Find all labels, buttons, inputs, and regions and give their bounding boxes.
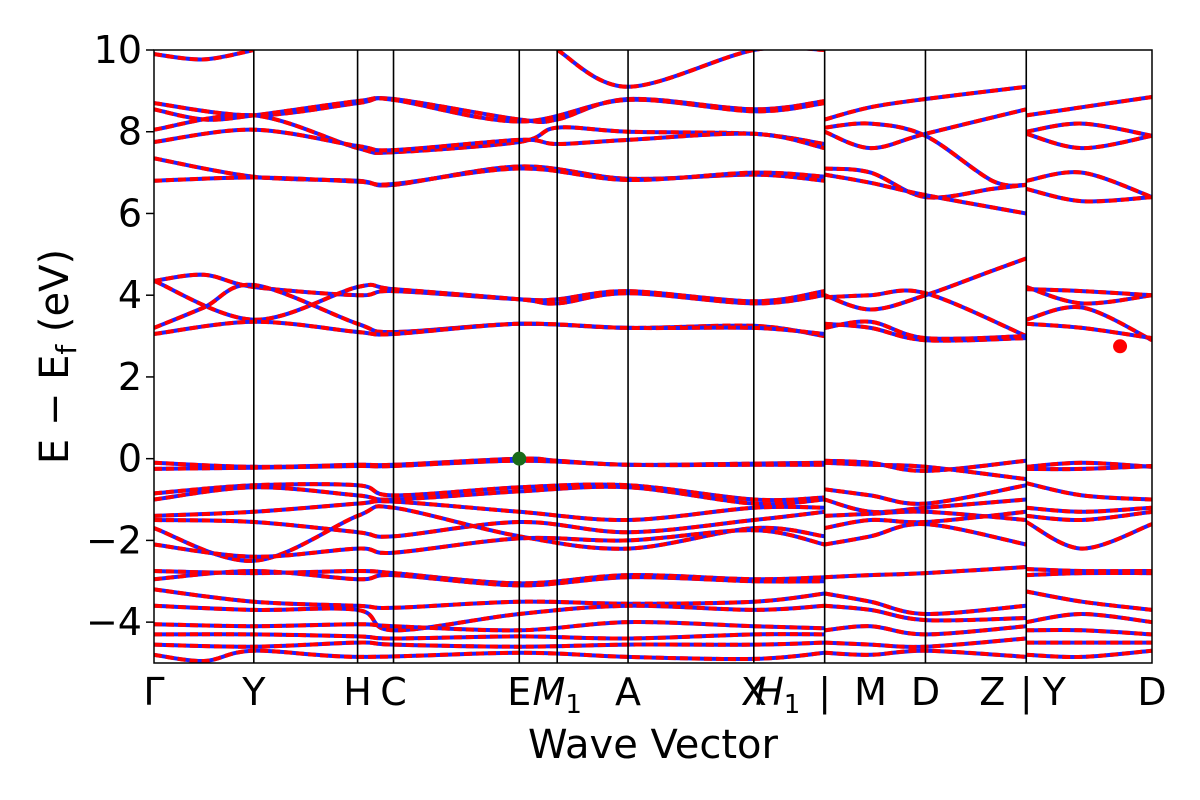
- band-16: [1026, 287, 1152, 298]
- y-axis-label: E − Ef (eV): [32, 249, 83, 464]
- cbm-marker: [1113, 339, 1128, 354]
- vbm-marker: [512, 451, 527, 466]
- y-tick-label-1: −2: [86, 518, 142, 562]
- y-axis-label-main: E − E: [32, 355, 78, 465]
- band-6: [154, 166, 825, 187]
- y-tick-label-5: 6: [118, 191, 142, 235]
- band-37: [154, 484, 825, 507]
- y-tick-label-2: 0: [118, 437, 142, 481]
- x-tick-label-7: X: [741, 670, 767, 714]
- band-54: [824, 522, 1027, 547]
- x-tick-label-9: |: [818, 670, 831, 715]
- band-38: [154, 499, 825, 523]
- band-63: [1026, 509, 1152, 523]
- band-36: [154, 482, 825, 503]
- band-35: [1026, 464, 1152, 472]
- band-29-base: [556, 50, 825, 89]
- y-axis-ticks: −4 −2 0 2 4 6 8 10: [86, 28, 154, 644]
- band-27: [1025, 170, 1152, 199]
- band-64: [1025, 520, 1152, 551]
- band-66: [1026, 570, 1152, 578]
- band-56-base: [824, 591, 1027, 617]
- band-68: [1025, 611, 1152, 625]
- band-53-base: [824, 509, 1027, 531]
- markers-layer: [512, 339, 1128, 466]
- band-50-base: [824, 483, 1027, 506]
- band-29: [556, 50, 825, 89]
- band-61: [1025, 481, 1152, 502]
- band-31-base: [154, 458, 825, 471]
- band-15: [1025, 285, 1152, 306]
- band-46-base: [154, 620, 825, 633]
- band-8: [154, 279, 825, 322]
- y-tick-label-3: 2: [118, 355, 142, 399]
- x-tick-label-6: A: [615, 670, 641, 714]
- band-44-base: [154, 587, 825, 610]
- band-33-base: [824, 460, 1027, 482]
- x-tick-label-3: C: [380, 670, 407, 714]
- band-3: [154, 112, 825, 155]
- band-19-base: [824, 84, 1027, 122]
- band-44: [154, 587, 825, 610]
- high-symmetry-lines: [253, 50, 1028, 663]
- band-26: [1025, 131, 1152, 151]
- band-59-base: [824, 636, 1027, 649]
- band-25: [1025, 121, 1152, 138]
- band-67: [1025, 589, 1152, 612]
- band-55-base: [824, 565, 1027, 580]
- x-tick-label-5: M1: [533, 670, 582, 720]
- x-tick-label-1: Y: [241, 670, 266, 714]
- x-tick-label-12: Z: [979, 670, 1005, 714]
- band-64-base: [1025, 520, 1152, 551]
- x-tick-label-11: D: [911, 670, 940, 714]
- band-28: [1025, 186, 1152, 204]
- band-12: [824, 288, 1028, 338]
- band-69: [1026, 627, 1152, 637]
- x-tick-label-4: E: [507, 670, 531, 714]
- y-tick-label-7: 10: [94, 28, 142, 72]
- x-tick-label-10: M: [854, 670, 887, 714]
- y-tick-label-0: −4: [86, 600, 142, 644]
- band-10: [154, 319, 825, 337]
- x-axis-labels: Γ Y H C E M1 A XH1 | M D Z | Y D: [143, 670, 1166, 720]
- x-tick-label-14: Y: [1042, 670, 1067, 714]
- band-71: [1026, 648, 1152, 660]
- band-49: [154, 648, 825, 663]
- band-23: [823, 107, 1027, 151]
- band-4: [154, 127, 826, 153]
- x-tick-label-15: D: [1137, 670, 1166, 714]
- band-41: [154, 528, 826, 559]
- band-32-base: [824, 458, 1027, 473]
- band-14: [824, 319, 1027, 341]
- x-tick-label-0: Γ: [143, 670, 164, 714]
- x-axis-label: Wave Vector: [528, 722, 779, 768]
- band-17: [1025, 304, 1152, 343]
- band-58-base: [824, 624, 1027, 637]
- band-48-base: [154, 640, 825, 649]
- band-60-base: [824, 648, 1027, 659]
- band-21: [824, 166, 1027, 200]
- axes-frame: [153, 49, 1153, 664]
- band-39: [154, 509, 825, 539]
- band-43: [154, 568, 825, 588]
- band-57-base: [824, 603, 1027, 623]
- band-22: [824, 172, 1027, 216]
- band-24: [1026, 95, 1152, 118]
- band-40: [154, 504, 825, 563]
- band-2: [154, 96, 825, 124]
- y-tick-label-6: 8: [118, 110, 142, 154]
- y-axis-label-sub: f: [50, 344, 83, 355]
- x-tick-label-2: H: [343, 670, 372, 714]
- band-18: [1026, 321, 1152, 341]
- y-axis-label-unit: (eV): [32, 249, 78, 345]
- band-47-base: [154, 632, 825, 641]
- bands-layer: [154, 50, 1152, 663]
- band-0: [154, 50, 255, 62]
- y-tick-label-4: 4: [118, 273, 142, 317]
- x-tick-label-8: H1: [755, 670, 800, 720]
- x-tick-label-13: |: [1020, 670, 1033, 715]
- band-62: [1026, 505, 1152, 514]
- band-45: [154, 603, 825, 633]
